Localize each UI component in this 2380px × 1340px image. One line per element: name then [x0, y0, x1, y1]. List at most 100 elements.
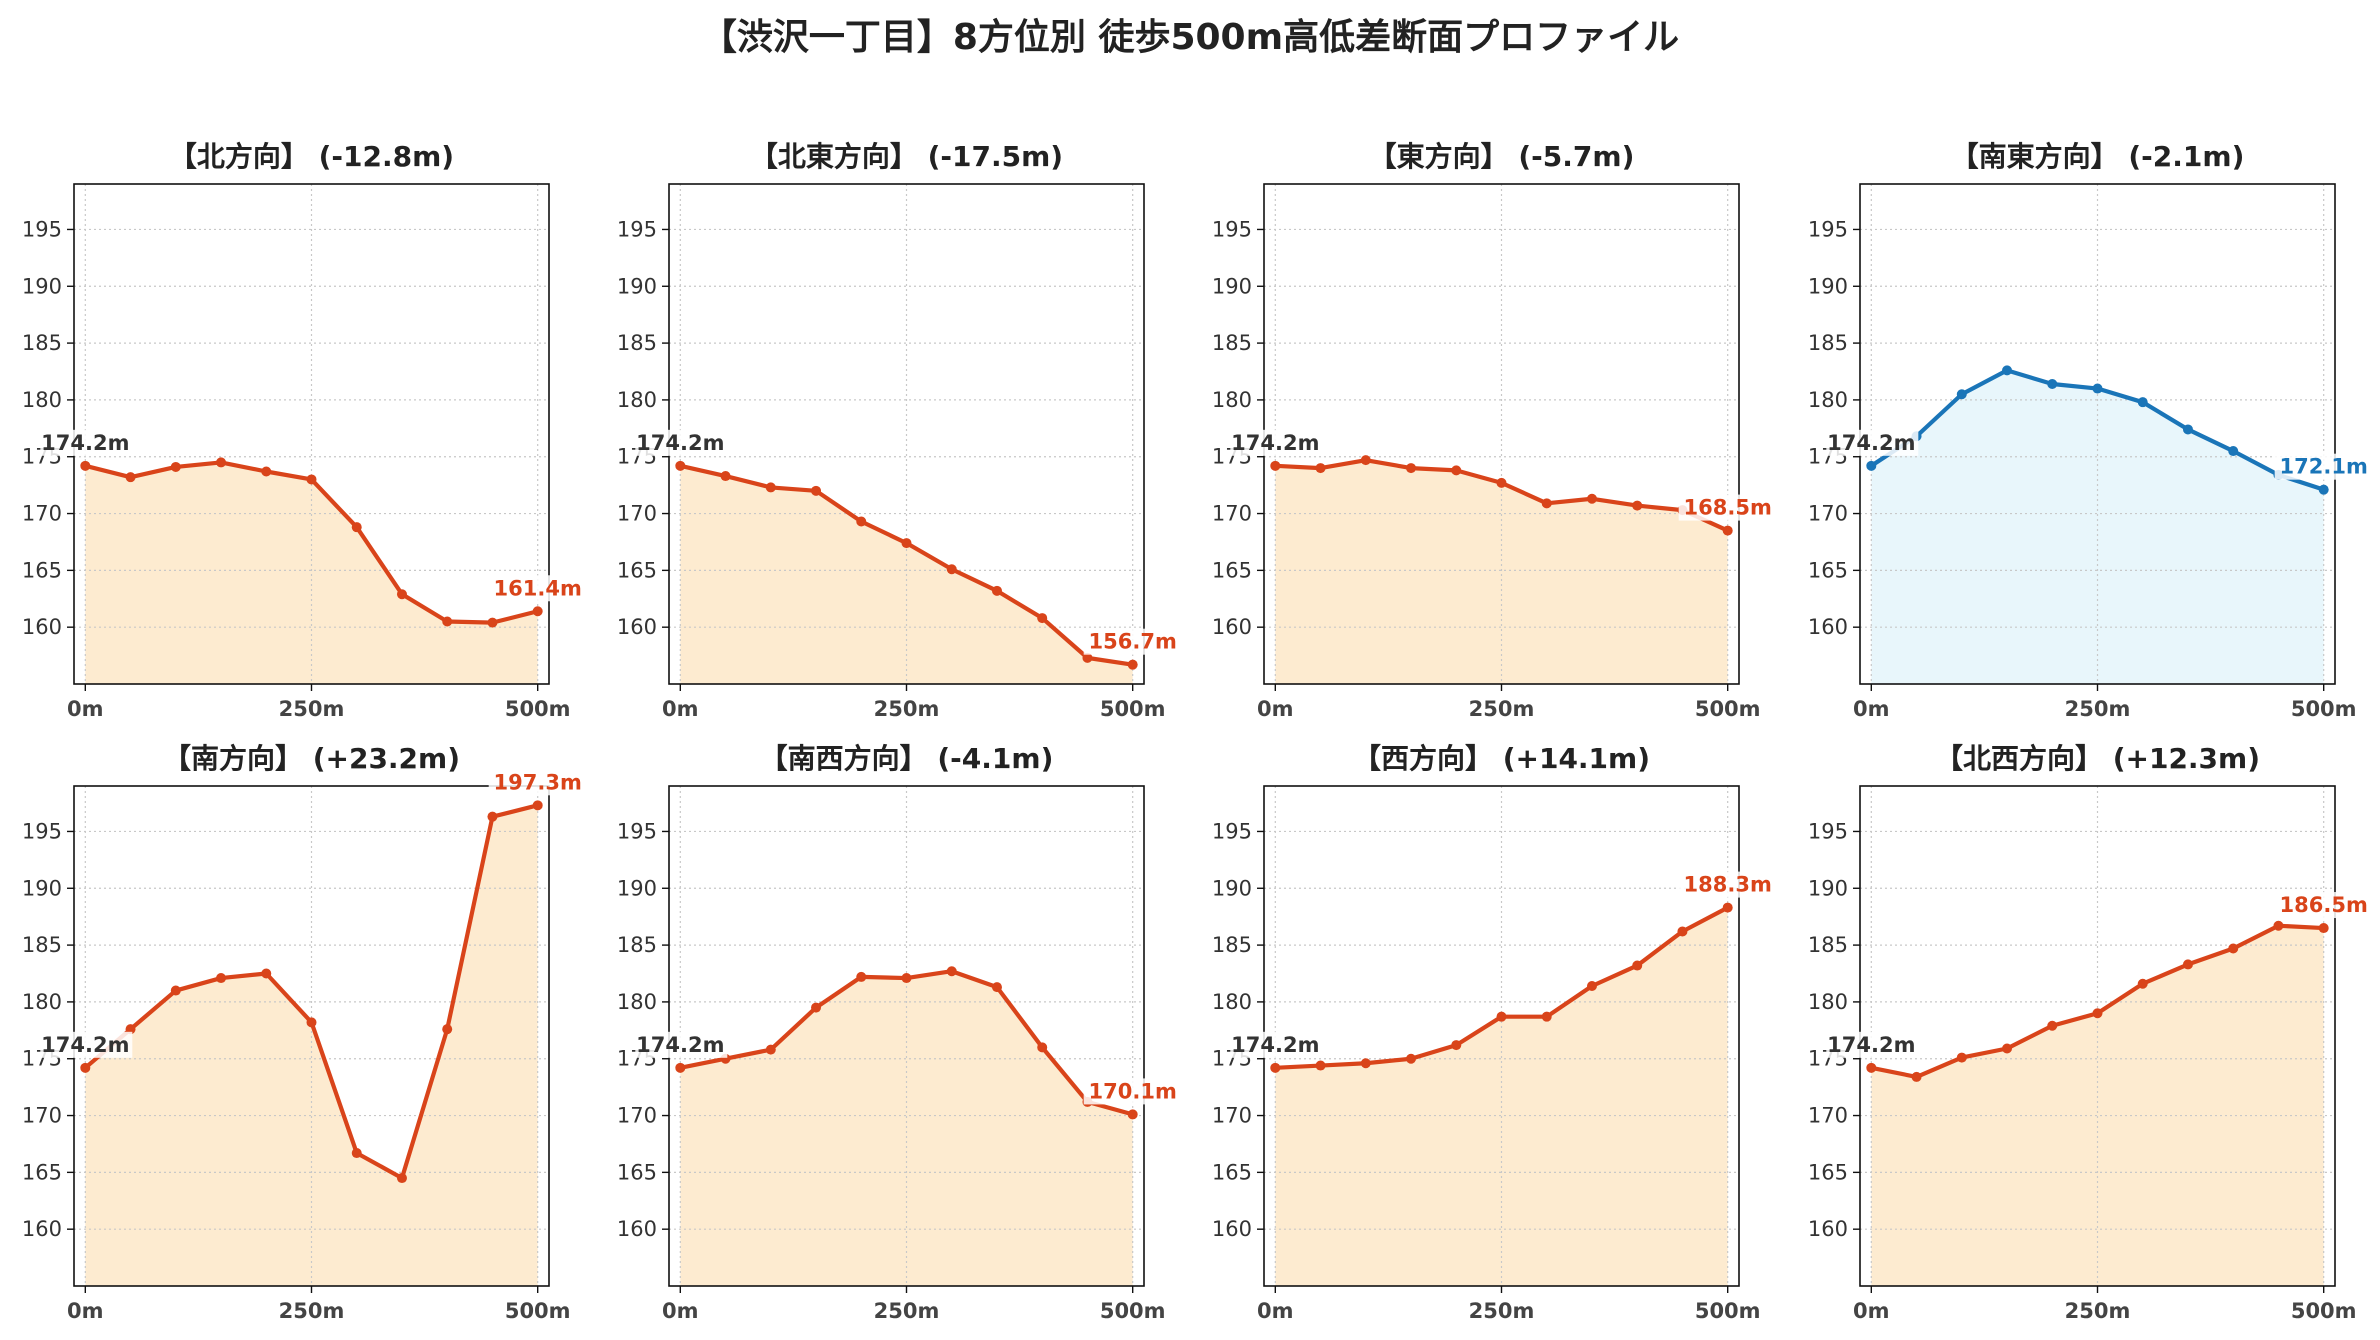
elevation-point — [1866, 1062, 1877, 1073]
y-tick-label: 170 — [617, 1104, 657, 1128]
y-tick-label: 160 — [617, 1217, 657, 1241]
y-tick-label: 165 — [22, 558, 62, 582]
elevation-point — [2092, 383, 2103, 394]
elevation-point — [1127, 659, 1138, 670]
y-tick-label: 180 — [617, 388, 657, 412]
elevation-point — [2273, 920, 2284, 931]
elevation-point — [2228, 943, 2239, 954]
elevation-point — [351, 1148, 362, 1159]
x-tick-label: 250m — [279, 1299, 345, 1323]
y-tick-label: 165 — [617, 558, 657, 582]
x-tick-label: 0m — [662, 697, 699, 721]
y-tick-label: 160 — [1808, 615, 1848, 639]
elevation-point — [1956, 389, 1967, 400]
elevation-point — [442, 616, 453, 627]
x-tick-label: 250m — [279, 697, 345, 721]
y-tick-label: 185 — [22, 331, 62, 355]
end-label-bg — [488, 769, 587, 796]
start-elevation-label: 174.2m — [1231, 1033, 1319, 1057]
elevation-point — [1270, 460, 1281, 471]
y-tick-label: 160 — [22, 615, 62, 639]
elevation-point — [396, 589, 407, 600]
y-tick-label: 190 — [22, 274, 62, 298]
elevation-point — [991, 585, 1002, 596]
x-tick-label: 500m — [505, 697, 571, 721]
x-tick-label: 0m — [67, 1299, 104, 1323]
panel-5: 【南西方向】 (-4.1m)1601651701751801851901950m… — [617, 742, 1182, 1323]
elevation-point — [765, 482, 776, 493]
elevation-point — [1586, 981, 1597, 991]
y-tick-label: 160 — [22, 1217, 62, 1241]
y-tick-label: 185 — [1808, 331, 1848, 355]
elevation-point — [2002, 365, 2013, 376]
elevation-point — [901, 973, 912, 984]
elevation-point — [1956, 1052, 1967, 1063]
y-tick-label: 160 — [1212, 615, 1252, 639]
y-tick-label: 190 — [1808, 274, 1848, 298]
elevation-point — [1037, 1042, 1048, 1053]
elevation-point — [2137, 978, 2148, 989]
y-tick-label: 160 — [1212, 1217, 1252, 1241]
y-tick-label: 180 — [1808, 388, 1848, 412]
elevation-point — [2047, 1020, 2058, 1031]
elevation-point — [170, 461, 181, 472]
panel-title: 【北西方向】 (+12.3m) — [1935, 742, 2260, 775]
x-tick-label: 500m — [1695, 1299, 1761, 1323]
end-label-bg — [488, 575, 587, 602]
elevation-point — [261, 466, 272, 477]
elevation-point — [125, 472, 136, 483]
y-tick-label: 190 — [617, 876, 657, 900]
elevation-fill — [1871, 925, 2324, 1286]
elevation-point — [1315, 463, 1326, 474]
elevation-point — [1315, 1060, 1326, 1071]
end-elevation-label: 186.5m — [2280, 893, 2368, 917]
y-tick-label: 195 — [22, 819, 62, 843]
elevation-point — [1270, 1062, 1281, 1073]
y-tick-label: 165 — [1212, 1160, 1252, 1184]
start-elevation-label: 174.2m — [41, 431, 129, 455]
elevation-point — [1451, 1040, 1462, 1051]
y-tick-label: 165 — [1808, 1160, 1848, 1184]
y-tick-label: 170 — [22, 1104, 62, 1128]
start-elevation-label: 174.2m — [1231, 431, 1319, 455]
x-tick-label: 250m — [874, 697, 940, 721]
elevation-fill — [680, 971, 1133, 1286]
elevation-point — [1722, 525, 1733, 536]
elevation-point — [991, 982, 1002, 993]
x-tick-label: 250m — [1469, 1299, 1535, 1323]
elevation-point — [1632, 500, 1643, 511]
elevation-point — [1866, 460, 1877, 471]
elevation-point — [1911, 1071, 1922, 1082]
elevation-point — [1360, 1058, 1371, 1069]
elevation-point — [2318, 923, 2329, 934]
elevation-point — [1677, 926, 1688, 937]
start-label-bg — [635, 429, 728, 456]
start-label-bg — [635, 1031, 728, 1058]
elevation-point — [811, 485, 822, 496]
y-tick-label: 195 — [617, 217, 657, 241]
start-label-bg — [40, 429, 133, 456]
start-elevation-label: 174.2m — [636, 431, 724, 455]
panel-title: 【北東方向】 (-17.5m) — [750, 140, 1063, 173]
y-tick-label: 180 — [22, 388, 62, 412]
x-tick-label: 0m — [1257, 1299, 1294, 1323]
start-label-bg — [1230, 429, 1323, 456]
end-elevation-label: 168.5m — [1684, 496, 1772, 520]
y-tick-label: 195 — [617, 819, 657, 843]
panel-title: 【南東方向】 (-2.1m) — [1951, 140, 2245, 173]
elevation-point — [720, 471, 731, 482]
x-tick-label: 500m — [505, 1299, 571, 1323]
elevation-point — [1496, 477, 1507, 488]
elevation-point — [2092, 1008, 2103, 1019]
end-elevation-label: 161.4m — [494, 576, 582, 600]
elevation-point — [80, 460, 91, 471]
y-tick-label: 195 — [1212, 217, 1252, 241]
y-tick-label: 185 — [22, 933, 62, 957]
y-tick-label: 165 — [617, 1160, 657, 1184]
panel-title: 【東方向】 (-5.7m) — [1369, 140, 1635, 173]
y-tick-label: 185 — [1212, 933, 1252, 957]
elevation-point — [125, 1024, 136, 1035]
elevation-point — [2182, 424, 2193, 435]
x-tick-label: 500m — [2291, 697, 2357, 721]
